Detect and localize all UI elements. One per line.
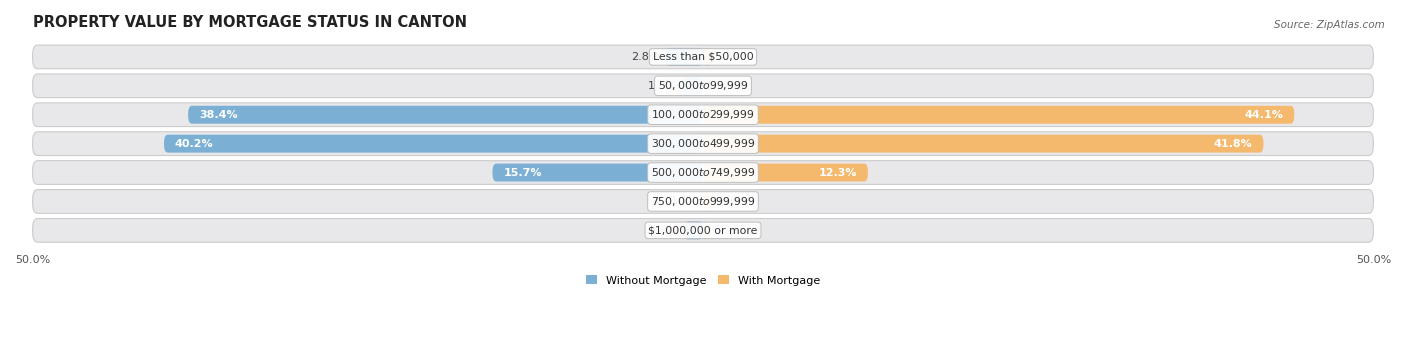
FancyBboxPatch shape (32, 103, 1374, 126)
FancyBboxPatch shape (32, 219, 1374, 242)
Text: 12.3%: 12.3% (818, 168, 858, 177)
FancyBboxPatch shape (703, 135, 1264, 153)
FancyBboxPatch shape (32, 132, 1374, 155)
Text: 44.1%: 44.1% (1244, 110, 1284, 120)
FancyBboxPatch shape (32, 190, 1374, 213)
Legend: Without Mortgage, With Mortgage: Without Mortgage, With Mortgage (582, 271, 824, 290)
Text: 0.27%: 0.27% (711, 81, 748, 91)
FancyBboxPatch shape (703, 77, 707, 95)
Text: $50,000 to $99,999: $50,000 to $99,999 (658, 79, 748, 92)
FancyBboxPatch shape (703, 221, 707, 239)
FancyBboxPatch shape (703, 192, 711, 210)
Text: $1,000,000 or more: $1,000,000 or more (648, 225, 758, 235)
Text: 0.0%: 0.0% (668, 197, 696, 206)
Text: Source: ZipAtlas.com: Source: ZipAtlas.com (1274, 20, 1385, 30)
Text: 1.4%: 1.4% (651, 225, 679, 235)
Text: $300,000 to $499,999: $300,000 to $499,999 (651, 137, 755, 150)
Text: $100,000 to $299,999: $100,000 to $299,999 (651, 108, 755, 121)
FancyBboxPatch shape (703, 106, 1295, 124)
FancyBboxPatch shape (492, 164, 703, 182)
Text: 38.4%: 38.4% (198, 110, 238, 120)
Text: 0.59%: 0.59% (716, 52, 752, 62)
Text: $500,000 to $749,999: $500,000 to $749,999 (651, 166, 755, 179)
Text: $750,000 to $999,999: $750,000 to $999,999 (651, 195, 755, 208)
Text: 2.8%: 2.8% (631, 52, 659, 62)
Text: 41.8%: 41.8% (1213, 139, 1253, 149)
FancyBboxPatch shape (32, 74, 1374, 98)
Text: 0.34%: 0.34% (713, 225, 748, 235)
Text: Less than $50,000: Less than $50,000 (652, 52, 754, 62)
FancyBboxPatch shape (703, 48, 711, 66)
FancyBboxPatch shape (32, 45, 1374, 69)
Text: PROPERTY VALUE BY MORTGAGE STATUS IN CANTON: PROPERTY VALUE BY MORTGAGE STATUS IN CAN… (32, 15, 467, 30)
FancyBboxPatch shape (685, 221, 703, 239)
Text: 1.6%: 1.6% (648, 81, 676, 91)
FancyBboxPatch shape (682, 77, 703, 95)
FancyBboxPatch shape (32, 161, 1374, 184)
FancyBboxPatch shape (188, 106, 703, 124)
Text: 15.7%: 15.7% (503, 168, 541, 177)
Text: 0.59%: 0.59% (716, 197, 752, 206)
Text: 40.2%: 40.2% (174, 139, 214, 149)
FancyBboxPatch shape (165, 135, 703, 153)
FancyBboxPatch shape (703, 164, 868, 182)
FancyBboxPatch shape (665, 48, 703, 66)
